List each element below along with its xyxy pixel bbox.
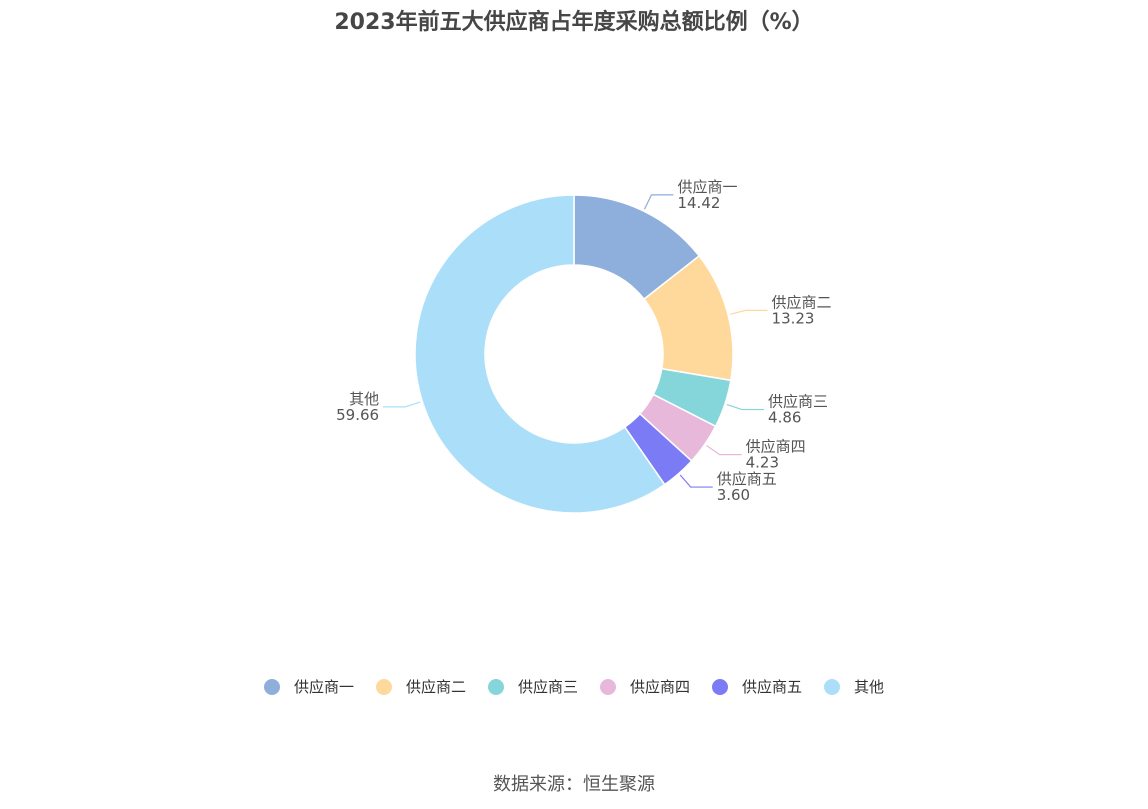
slice-label-6: 其他 [349, 390, 379, 408]
legend-dot-icon [712, 678, 729, 695]
slice-value-1: 14.42 [677, 194, 720, 212]
legend-dot-icon [375, 678, 392, 695]
chart-title: 2023年前五大供应商占年度采购总额比例（%） [334, 10, 814, 35]
legend-label: 其他 [854, 678, 885, 696]
legend-item-2[interactable]: 供应商二 [375, 676, 466, 697]
slice-label-1: 供应商一 [677, 178, 737, 196]
slice-label-2: 供应商二 [772, 293, 832, 311]
slice-value-6: 59.66 [336, 406, 379, 424]
leader-line-3 [726, 403, 765, 411]
slice-value-2: 13.23 [772, 309, 815, 327]
leader-line-5 [679, 474, 713, 488]
slice-6[interactable] [414, 194, 666, 514]
legend-dot-icon [487, 678, 504, 695]
slice-label-5: 供应商五 [717, 470, 777, 488]
legend-dot-icon [824, 678, 841, 695]
legend-item-3[interactable]: 供应商三 [487, 676, 578, 697]
legend-dot-icon [263, 678, 280, 695]
legend-label: 供应商三 [517, 678, 578, 696]
legend-item-6[interactable]: 其他 [824, 676, 884, 697]
leader-line-4 [706, 445, 742, 456]
leader-lines-group [383, 194, 768, 488]
slice-value-4: 4.23 [746, 454, 779, 472]
legend-item-1[interactable]: 供应商一 [263, 676, 354, 697]
legend-dot-icon [600, 678, 616, 695]
slice-label-4: 供应商四 [746, 438, 806, 456]
legend-label: 供应商一 [293, 678, 354, 696]
legend-item-5[interactable]: 供应商五 [712, 676, 802, 697]
legend-label: 供应商二 [405, 678, 466, 696]
leader-line-1 [643, 194, 674, 210]
leader-line-2 [729, 309, 768, 315]
slice-value-3: 4.86 [768, 409, 801, 427]
legend-label: 供应商四 [630, 678, 691, 696]
slice-value-5: 3.60 [717, 486, 750, 504]
slices-group [414, 194, 734, 514]
legend-item-4[interactable]: 供应商四 [600, 676, 690, 697]
legend-label: 供应商五 [742, 678, 803, 696]
leader-line-6 [383, 401, 421, 408]
slice-label-3: 供应商三 [768, 393, 828, 411]
data-source: 数据来源：恒生聚源 [493, 774, 655, 795]
legend: 供应商一 供应商二 供应商三 供应商四 供应商五 其他 [0, 676, 1148, 697]
